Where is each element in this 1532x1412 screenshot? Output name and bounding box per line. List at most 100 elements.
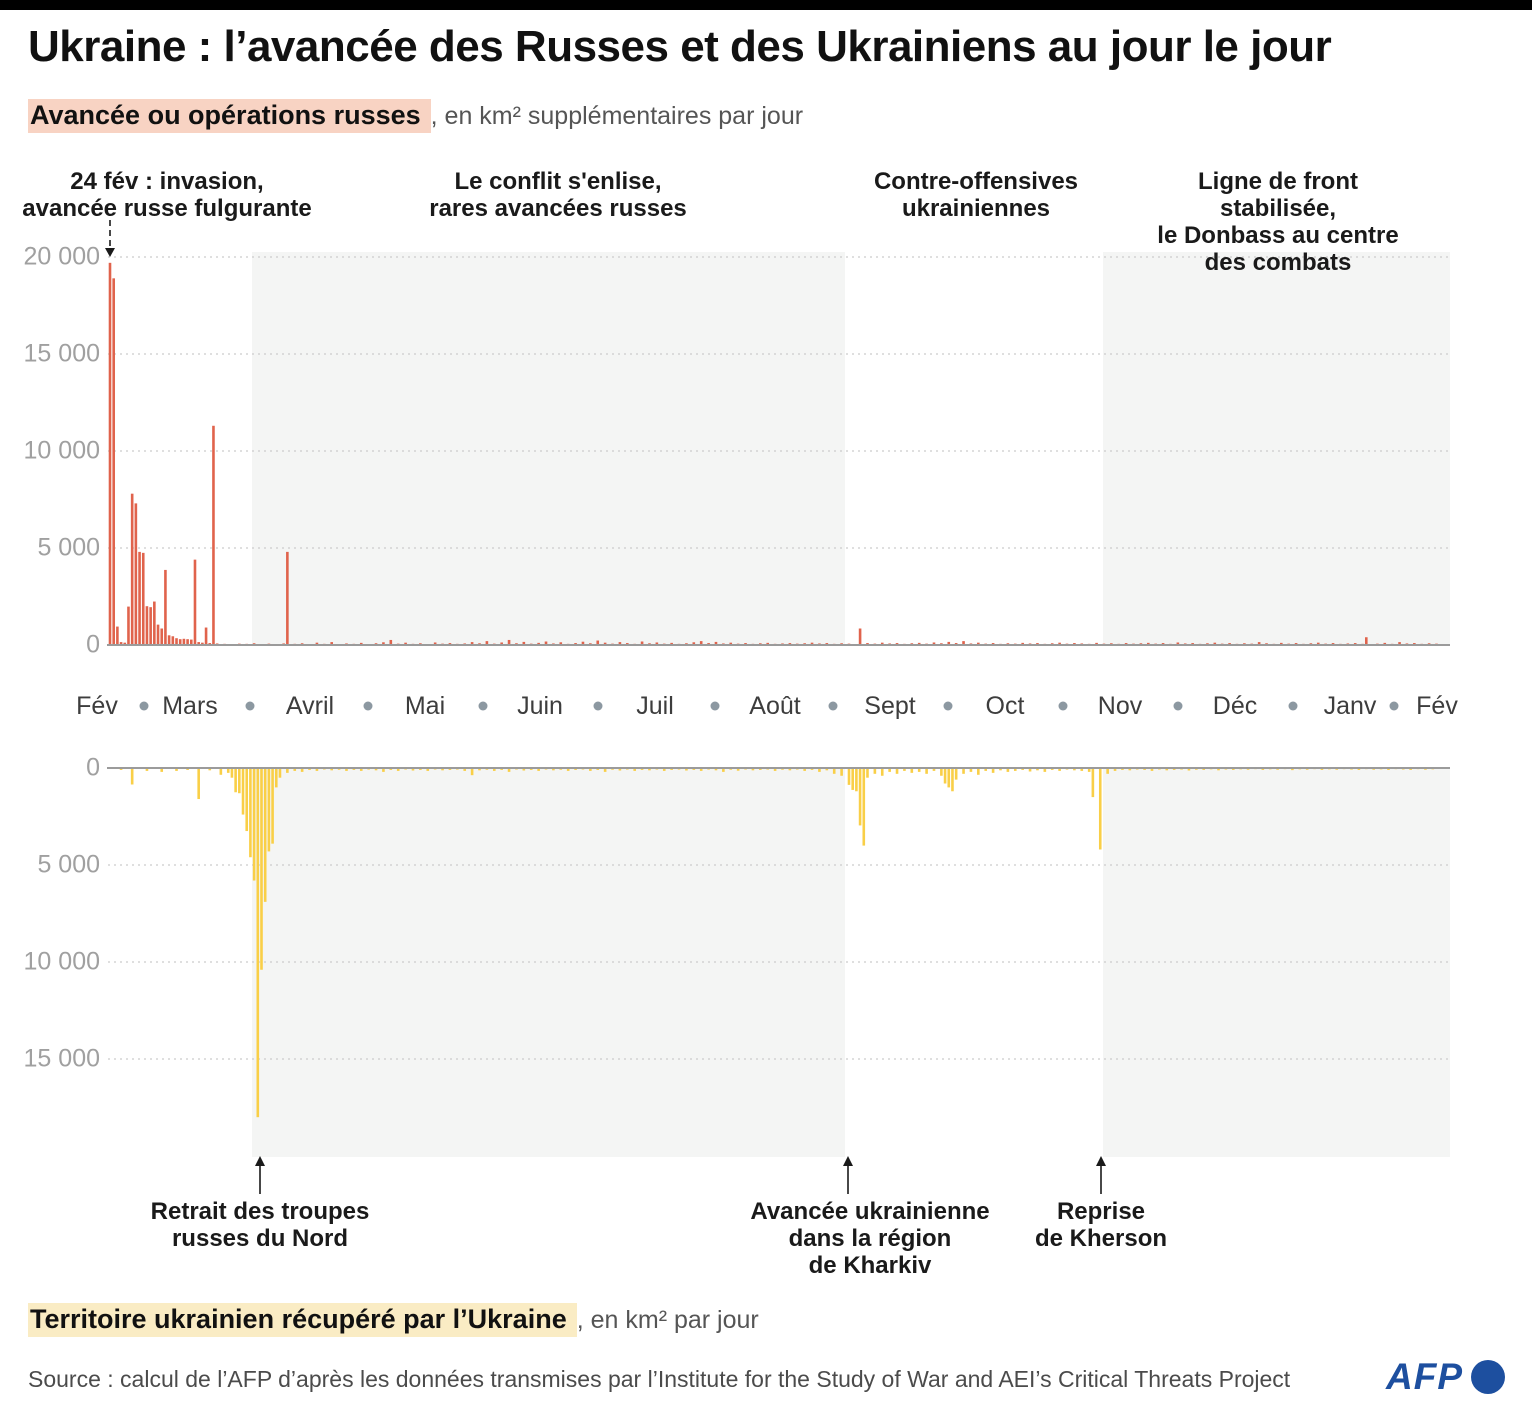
page-title: Ukraine : l’avancée des Russes et des Uk…	[28, 22, 1332, 71]
month-label: Fév	[76, 692, 118, 720]
russian-advance-bar	[153, 601, 156, 645]
ukrainian-recapture-bar	[145, 768, 149, 771]
russian-advance-bar	[766, 642, 770, 645]
ukrainian-recapture-bar	[943, 768, 947, 784]
ukrainian-recapture-bar	[888, 768, 891, 772]
ukrainian-recapture-bar	[330, 768, 333, 771]
russian-advance-bar	[149, 607, 152, 645]
ukrainian-recapture-bar	[274, 768, 278, 788]
month-label: Mars	[162, 692, 218, 720]
russian-advance-bar	[1383, 642, 1387, 645]
ukrainian-recapture-bar	[1028, 768, 1032, 772]
ukrainian-recapture-bar	[751, 768, 755, 771]
russian-advance-bar	[1316, 642, 1320, 645]
y-axis-tick-label: 5 000	[37, 850, 100, 879]
ukrainian-recapture-bar	[633, 768, 636, 771]
ukrainian-recapture-bar	[984, 768, 988, 771]
ukrainian-recapture-bar	[685, 768, 688, 771]
month-separator-dot-icon	[139, 701, 148, 711]
ukrainian-recapture-bar	[1217, 768, 1220, 771]
ukrainian-recapture-bar	[773, 768, 777, 771]
ukrainian-recapture-bar	[847, 768, 851, 785]
ukrainian-recapture-bar	[267, 768, 271, 852]
top-black-bar	[0, 0, 1532, 10]
month-separator-dot-icon	[245, 701, 255, 711]
month-separator-dot-icon	[710, 701, 720, 711]
ukrainian-recapture-bar	[903, 768, 906, 771]
chart-annotation: 24 fév : invasion, avancée russe fulgura…	[22, 168, 312, 222]
ukrainian-recapture-bar	[1165, 768, 1169, 771]
ukrainian-recapture-bar	[1043, 768, 1047, 772]
month-label: Nov	[1097, 692, 1143, 720]
russian-advance-bar	[1257, 642, 1261, 645]
ukrainian-series-label-bold: Territoire ukrainien récupéré par l’Ukra…	[28, 1303, 577, 1337]
y-axis-tick-label: 0	[86, 630, 100, 659]
ukrainian-recapture-bar	[219, 768, 223, 775]
ukrainian-recapture-bar	[537, 768, 540, 771]
russian-advance-bar	[123, 642, 127, 645]
russian-advance-bar	[714, 641, 718, 645]
ukrainian-recapture-bar	[470, 768, 474, 776]
ukrainian-recapture-bar	[840, 768, 843, 776]
chart-annotation: Reprise de Kherson	[1034, 1198, 1168, 1252]
ukrainian-recapture-bar	[382, 768, 385, 772]
ukrainian-recapture-bar	[241, 768, 245, 815]
ukrainian-recapture-bar	[463, 768, 467, 771]
russian-advance-bar	[119, 642, 123, 645]
russian-advance-bar	[182, 638, 186, 645]
ukrainian-recapture-bar	[895, 768, 899, 774]
month-separator-dot-icon	[828, 701, 837, 711]
source-credit: Source : calcul de l’AFP d’après les don…	[28, 1366, 1291, 1392]
ukrainian-recapture-bar	[1080, 768, 1084, 771]
ukrainian-series-label: Territoire ukrainien récupéré par l’Ukra…	[28, 1303, 759, 1337]
ukrainian-recapture-bar	[1058, 768, 1061, 771]
russian-advance-bar	[134, 503, 138, 645]
russian-advance-bar	[810, 642, 814, 645]
russian-advance-bar	[729, 642, 733, 645]
ukrainian-recapture-bar	[1187, 768, 1191, 771]
ukrainian-recapture-bar	[910, 768, 914, 773]
y-axis-tick-label: 5 000	[37, 533, 100, 562]
russian-advance-bar	[1280, 642, 1283, 645]
russian-advance-bar	[315, 642, 319, 645]
russian-advance-bar	[112, 278, 115, 645]
ukrainian-recapture-bar	[589, 768, 592, 771]
month-separator-dot-icon	[1173, 701, 1182, 711]
ukrainian-recapture-bar	[1150, 768, 1154, 771]
ukrainian-recapture-bar	[969, 768, 973, 772]
ukrainian-recapture-bar	[1113, 768, 1117, 771]
month-label: Juil	[636, 692, 674, 720]
month-label: Août	[749, 692, 801, 720]
ukrainian-series-label-unit: , en km² par jour	[576, 1306, 759, 1334]
ukrainian-recapture-bar	[977, 768, 980, 775]
ukrainian-recapture-bar	[175, 768, 178, 771]
russian-advance-bar	[160, 628, 164, 645]
ukrainian-recapture-bar	[271, 768, 274, 844]
month-separator-dot-icon	[1288, 701, 1297, 711]
ukrainian-recapture-bar	[256, 768, 260, 1118]
russian-advance-bar	[193, 559, 197, 645]
ukrainian-recapture-bar	[226, 768, 230, 773]
chart-annotation: Retrait des troupes russes du Nord	[150, 1198, 370, 1252]
russian-advance-bar	[186, 639, 189, 645]
month-label: Avril	[285, 692, 335, 720]
ukrainian-recapture-bar	[1091, 768, 1095, 798]
chart-annotation: Contre-offensives ukrainiennes	[873, 168, 1079, 222]
ukrainian-recapture-bar	[1098, 768, 1102, 850]
ukrainian-recapture-bar	[522, 768, 526, 771]
russian-advance-bar	[359, 642, 363, 645]
russian-advance-bar	[670, 642, 673, 645]
ukrainian-recapture-bar	[300, 768, 304, 772]
ukrainian-recapture-bar	[286, 768, 289, 773]
russian-advance-bar	[692, 642, 696, 645]
russian-advance-bar	[596, 640, 600, 645]
ukrainian-recapture-bar	[714, 768, 718, 771]
russian-advance-bar	[286, 551, 289, 645]
ukrainian-recapture-bar	[925, 768, 928, 774]
russian-series-label-bold: Avancée ou opérations russes	[28, 99, 431, 133]
ukrainian-recapture-bar	[507, 768, 511, 772]
chart-annotation: Le conflit s'enlise, rares avancées russ…	[429, 168, 687, 222]
period-band-top	[252, 252, 845, 645]
month-separator-dot-icon	[1058, 701, 1067, 711]
